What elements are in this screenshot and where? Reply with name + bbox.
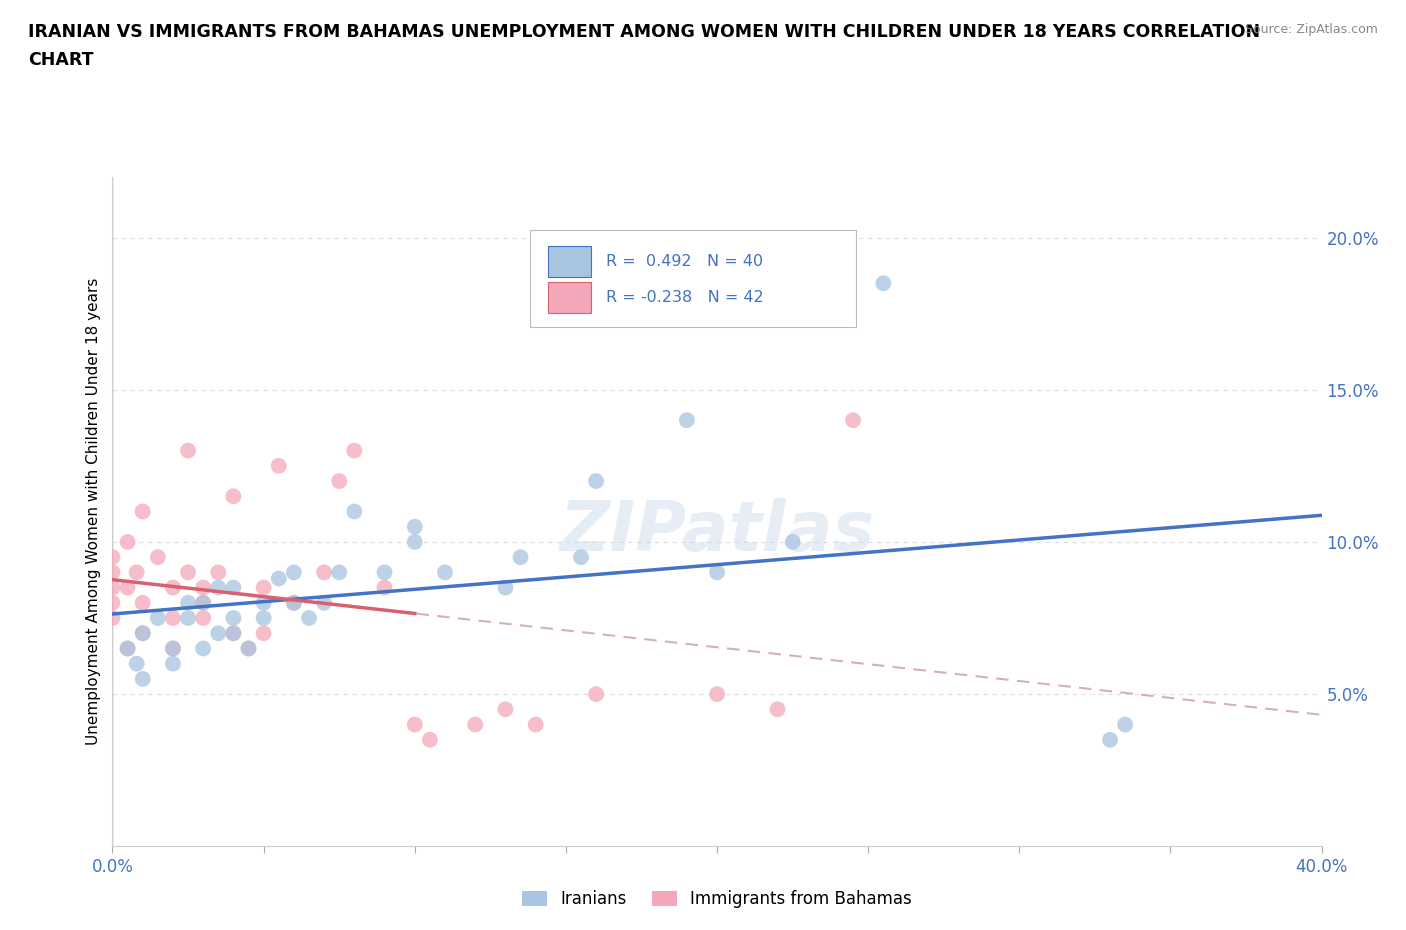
Point	[328, 565, 350, 579]
Point	[374, 565, 396, 579]
Point	[585, 686, 607, 701]
Point	[509, 550, 531, 565]
Point	[222, 611, 245, 626]
Point	[419, 732, 441, 747]
Point	[1098, 732, 1121, 747]
Point	[766, 702, 789, 717]
Point	[117, 641, 139, 656]
Point	[464, 717, 486, 732]
Point	[177, 611, 200, 626]
Point	[343, 504, 366, 519]
Point	[162, 611, 184, 626]
Point	[253, 595, 276, 610]
Point	[495, 580, 517, 595]
Point	[162, 657, 184, 671]
Point	[524, 717, 547, 732]
Point	[782, 535, 804, 550]
Text: R = -0.238   N = 42: R = -0.238 N = 42	[606, 290, 763, 305]
Point	[404, 717, 426, 732]
Point	[222, 580, 245, 595]
Point	[675, 413, 697, 428]
Text: IRANIAN VS IMMIGRANTS FROM BAHAMAS UNEMPLOYMENT AMONG WOMEN WITH CHILDREN UNDER : IRANIAN VS IMMIGRANTS FROM BAHAMAS UNEMP…	[28, 23, 1260, 41]
Point	[162, 641, 184, 656]
Text: ZIPatlas: ZIPatlas	[560, 498, 875, 565]
Point	[585, 473, 607, 488]
Point	[706, 565, 728, 579]
Point	[132, 504, 155, 519]
Point	[433, 565, 456, 579]
Point	[101, 550, 124, 565]
Point	[117, 535, 139, 550]
Point	[374, 580, 396, 595]
Point	[222, 489, 245, 504]
Point	[283, 565, 305, 579]
Point	[191, 641, 214, 656]
Point	[177, 595, 200, 610]
Point	[267, 571, 290, 586]
FancyBboxPatch shape	[548, 246, 592, 277]
Point	[101, 611, 124, 626]
Point	[177, 565, 200, 579]
Point	[125, 565, 148, 579]
Point	[328, 473, 350, 488]
Point	[207, 565, 229, 579]
Point	[191, 611, 214, 626]
Point	[177, 444, 200, 458]
Point	[495, 702, 517, 717]
Point	[191, 595, 214, 610]
FancyBboxPatch shape	[530, 231, 856, 327]
Point	[146, 550, 169, 565]
Point	[253, 626, 276, 641]
Point	[404, 519, 426, 534]
Point	[283, 595, 305, 610]
Point	[191, 580, 214, 595]
Point	[207, 580, 229, 595]
Text: CHART: CHART	[28, 51, 94, 69]
Point	[404, 535, 426, 550]
Point	[132, 671, 155, 686]
Point	[872, 276, 894, 291]
Point	[298, 611, 321, 626]
Point	[1114, 717, 1136, 732]
Point	[842, 413, 865, 428]
Point	[132, 626, 155, 641]
Point	[162, 641, 184, 656]
Y-axis label: Unemployment Among Women with Children Under 18 years: Unemployment Among Women with Children U…	[86, 278, 101, 745]
Point	[253, 611, 276, 626]
Point	[101, 565, 124, 579]
Point	[314, 595, 336, 610]
Point	[569, 550, 592, 565]
Point	[283, 595, 305, 610]
Point	[207, 626, 229, 641]
Point	[132, 595, 155, 610]
Point	[162, 580, 184, 595]
Point	[706, 686, 728, 701]
Point	[222, 626, 245, 641]
Point	[101, 595, 124, 610]
Point	[117, 641, 139, 656]
Point	[314, 565, 336, 579]
Text: R =  0.492   N = 40: R = 0.492 N = 40	[606, 254, 763, 270]
Text: Source: ZipAtlas.com: Source: ZipAtlas.com	[1244, 23, 1378, 36]
Point	[343, 444, 366, 458]
Legend: Iranians, Immigrants from Bahamas: Iranians, Immigrants from Bahamas	[516, 884, 918, 915]
Point	[125, 657, 148, 671]
Point	[267, 458, 290, 473]
FancyBboxPatch shape	[548, 283, 592, 313]
Point	[132, 626, 155, 641]
Point	[117, 580, 139, 595]
Point	[222, 626, 245, 641]
Point	[101, 580, 124, 595]
Point	[253, 580, 276, 595]
Point	[238, 641, 260, 656]
Point	[146, 611, 169, 626]
Point	[238, 641, 260, 656]
Point	[191, 595, 214, 610]
